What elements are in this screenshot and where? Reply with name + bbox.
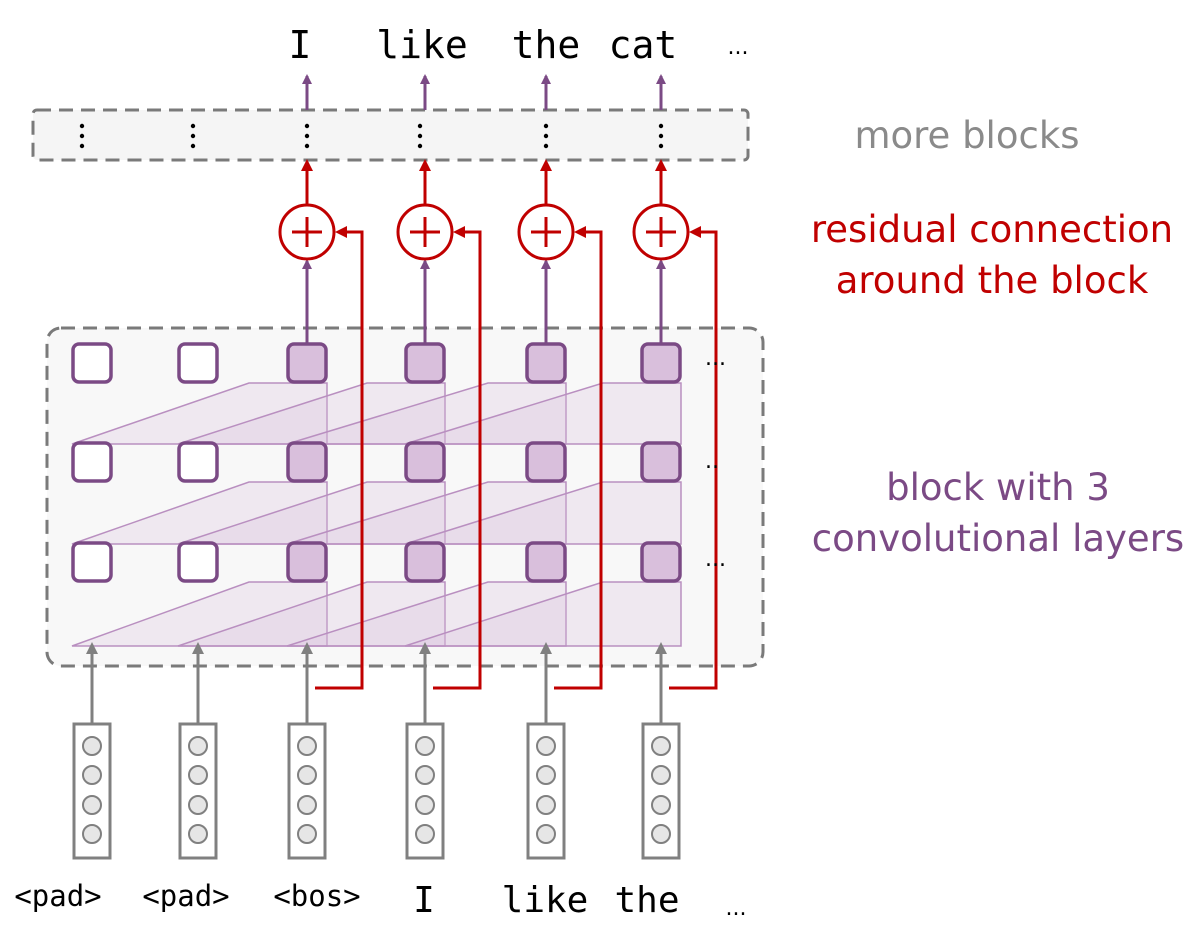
more-blocks-dot <box>79 123 85 129</box>
embedding-unit <box>188 824 208 844</box>
conv-node <box>71 441 113 483</box>
conv-node <box>640 441 682 483</box>
output-token: cat <box>609 23 678 67</box>
embedding-unit <box>82 824 102 844</box>
conv-node <box>286 541 328 583</box>
conv-node <box>404 441 446 483</box>
embedding-unit <box>536 824 556 844</box>
embedding-unit <box>415 824 435 844</box>
embedding-unit <box>651 795 671 815</box>
more-blocks-dot <box>658 133 664 139</box>
more-blocks-dot <box>79 143 85 149</box>
embedding-unit <box>536 765 556 785</box>
conv-node <box>404 342 446 384</box>
embedding-unit <box>651 824 671 844</box>
embedding-unit <box>82 795 102 815</box>
residual-connection <box>669 226 718 690</box>
more-blocks-dot <box>658 123 664 129</box>
embedding-unit <box>297 824 317 844</box>
input-token: the <box>614 880 679 921</box>
conv-node <box>525 342 567 384</box>
embedding-unit <box>536 795 556 815</box>
residual-label-line1: residual connection <box>811 208 1173 251</box>
block-label-line2: convolutional layers <box>812 517 1184 560</box>
conv-node <box>177 541 219 583</box>
conv-node <box>525 541 567 583</box>
more-blocks-dot <box>190 143 196 149</box>
embedding-unit <box>82 736 102 756</box>
residual-label-line2: around the block <box>836 259 1149 302</box>
embedding-unit <box>188 765 208 785</box>
more-blocks-dot <box>417 123 423 129</box>
more-blocks-dot <box>543 133 549 139</box>
residual-connection <box>554 226 603 690</box>
embedding-unit <box>297 795 317 815</box>
more-blocks-dot <box>304 123 310 129</box>
input-token: <pad> <box>14 879 101 913</box>
conv-node <box>286 441 328 483</box>
more-blocks-dot <box>190 133 196 139</box>
block-label-line1: block with 3 <box>886 466 1110 509</box>
conv-node <box>286 342 328 384</box>
more-blocks-dot <box>304 133 310 139</box>
input-token: ... <box>726 896 747 921</box>
conv-node <box>177 441 219 483</box>
embedding-unit <box>415 765 435 785</box>
conv-node <box>640 541 682 583</box>
output-token: I <box>289 23 312 67</box>
residual-connection <box>315 226 364 690</box>
output-token: like <box>376 23 468 67</box>
receptive-field-bands <box>71 382 682 647</box>
embedding-unit <box>188 795 208 815</box>
more-blocks-dot <box>543 123 549 129</box>
input-token: like <box>502 880 589 921</box>
layer-nodes <box>71 123 690 583</box>
layer-ellipsis: ... <box>705 346 726 371</box>
more-blocks-label: more blocks <box>854 114 1079 157</box>
embedding-unit <box>415 736 435 756</box>
more-blocks-dot <box>658 143 664 149</box>
input-token: I <box>413 880 435 921</box>
embedding-unit <box>82 765 102 785</box>
more-blocks-dot <box>190 123 196 129</box>
more-blocks-dot <box>417 143 423 149</box>
conv-node <box>525 441 567 483</box>
input-embeddings <box>72 722 681 860</box>
more-blocks-dot <box>543 143 549 149</box>
conv-node <box>404 541 446 583</box>
more-blocks-dot <box>417 133 423 139</box>
input-token: <bos> <box>273 879 360 913</box>
more-blocks-box <box>31 108 750 162</box>
embedding-unit <box>415 795 435 815</box>
conv-node <box>71 541 113 583</box>
embedding-unit <box>188 736 208 756</box>
conv-node <box>71 342 113 384</box>
more-blocks-dot <box>304 143 310 149</box>
output-token: the <box>512 23 581 67</box>
output-token: ... <box>728 35 749 60</box>
embedding-unit <box>297 765 317 785</box>
layer-ellipsis: ... <box>705 547 726 572</box>
embedding-unit <box>297 736 317 756</box>
embedding-unit <box>651 765 671 785</box>
embedding-unit <box>651 736 671 756</box>
conv-block-box <box>45 326 765 668</box>
embedding-unit <box>536 736 556 756</box>
layer-ellipsis: .. <box>705 449 719 474</box>
residual-connection <box>433 226 482 690</box>
conv-node <box>177 342 219 384</box>
input-token: <pad> <box>142 879 229 913</box>
conv-node <box>640 342 682 384</box>
more-blocks-dot <box>79 133 85 139</box>
connections <box>86 74 718 724</box>
